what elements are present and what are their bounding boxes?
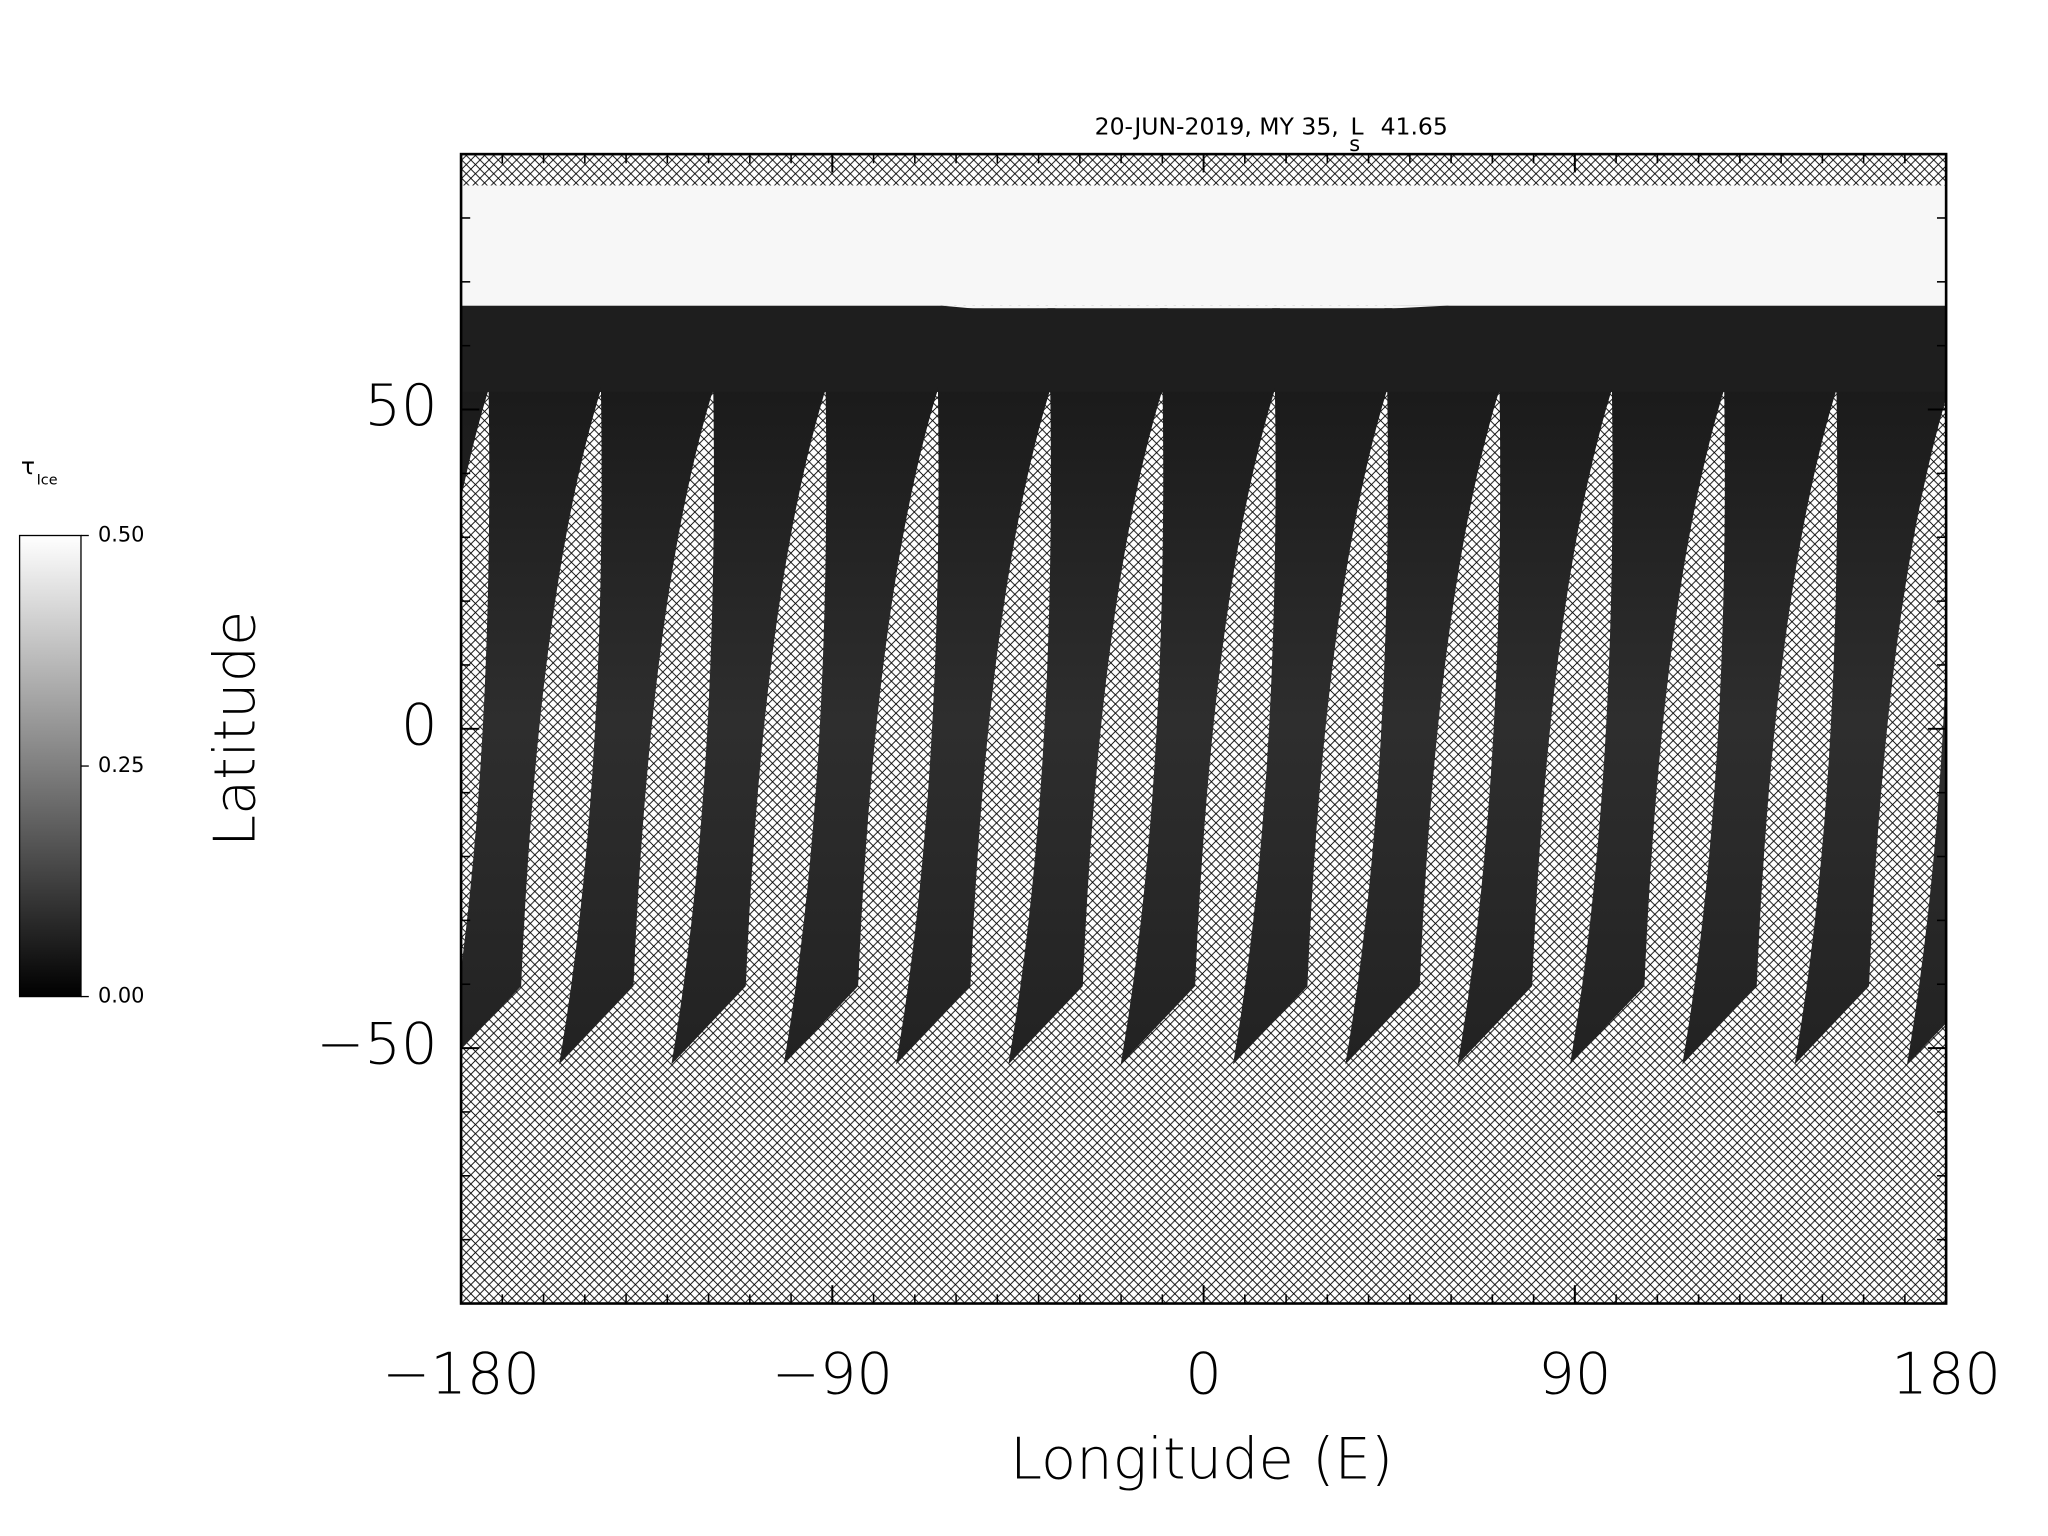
swath-top — [1496, 308, 1617, 392]
swath-top — [1946, 308, 2048, 392]
x-tick-label: −180 — [382, 1340, 540, 1407]
swath — [1457, 381, 1615, 1065]
swath-top — [598, 308, 719, 392]
colorbar-symbol: τ — [21, 452, 35, 480]
title-value: 41.65 — [1381, 113, 1448, 141]
y-tick-label: 0 — [401, 691, 438, 758]
swath — [461, 381, 492, 499]
swath — [559, 381, 716, 1065]
x-axis-label: Longitude (E) — [1010, 1425, 1393, 1492]
swath — [1794, 381, 1947, 1065]
colorbar-tick-label: 0.50 — [98, 523, 144, 547]
swath — [1569, 381, 1727, 1065]
title-symbol: L — [1351, 113, 1364, 141]
polar-cap-edge — [461, 292, 1947, 320]
title: 20-JUN-2019, MY 35, — [1095, 113, 1339, 141]
x-tick-label: −90 — [772, 1340, 893, 1407]
swath-top — [1047, 308, 1168, 392]
swath — [1345, 381, 1503, 1065]
swath — [1906, 660, 1947, 1065]
x-tick-label: 0 — [1185, 1340, 1222, 1407]
x-tick-label: 180 — [1891, 1340, 2001, 1407]
swath-top — [710, 308, 831, 392]
swath-top — [1159, 308, 1280, 392]
swath — [461, 381, 604, 1050]
x-tick-label: 90 — [1538, 1340, 1611, 1407]
swath — [896, 381, 1053, 1065]
swath-top — [935, 308, 1056, 392]
swath — [1008, 381, 1166, 1065]
swath — [1120, 381, 1278, 1065]
colorbar — [18, 534, 82, 998]
title-subscript: s — [1349, 132, 1360, 156]
polar-cap — [461, 185, 1947, 306]
swath-top — [1272, 308, 1393, 392]
swath-top — [485, 308, 607, 392]
swath-top — [822, 308, 944, 392]
swath-top — [1609, 308, 1730, 392]
swath-top — [1384, 308, 1505, 392]
colorbar-tick-label: 0.25 — [98, 753, 144, 777]
y-axis-label: Latitude — [202, 611, 269, 847]
map-area — [461, 154, 2048, 1304]
swath — [1232, 381, 1390, 1065]
y-tick-label: 50 — [364, 372, 437, 439]
colorbar-subscript: Ice — [37, 473, 58, 489]
swath — [783, 381, 941, 1065]
swath-top — [461, 308, 494, 392]
swath-top — [1721, 308, 1842, 392]
swath-top — [1833, 308, 1947, 392]
swath — [1682, 381, 1840, 1065]
swath — [671, 381, 829, 1065]
y-tick-label: −50 — [316, 1011, 437, 1078]
colorbar-tick-label: 0.00 — [98, 984, 144, 1008]
